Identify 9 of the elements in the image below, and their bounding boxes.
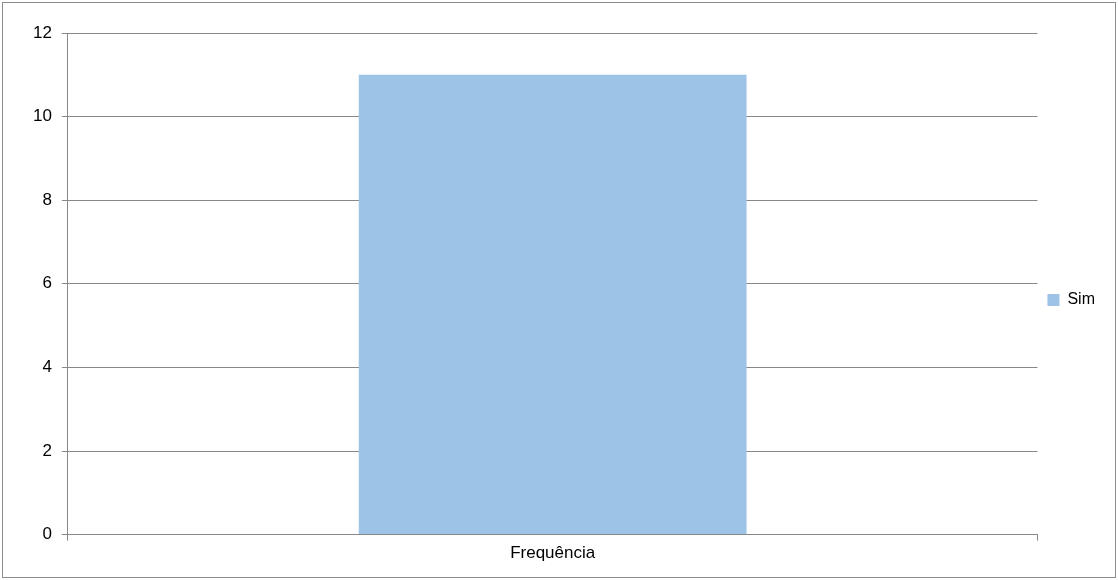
y-tick-label: 8 (42, 189, 52, 209)
y-tick-label: 10 (32, 106, 52, 126)
y-tick-label: 4 (42, 357, 52, 377)
y-tick-label: 6 (42, 273, 52, 293)
y-tick-label: 2 (42, 440, 52, 460)
y-tick-label: 0 (42, 524, 52, 544)
legend-label: Sim (1067, 290, 1096, 308)
y-tick-label: 12 (32, 22, 52, 42)
x-tick-label: Frequência (510, 543, 596, 563)
